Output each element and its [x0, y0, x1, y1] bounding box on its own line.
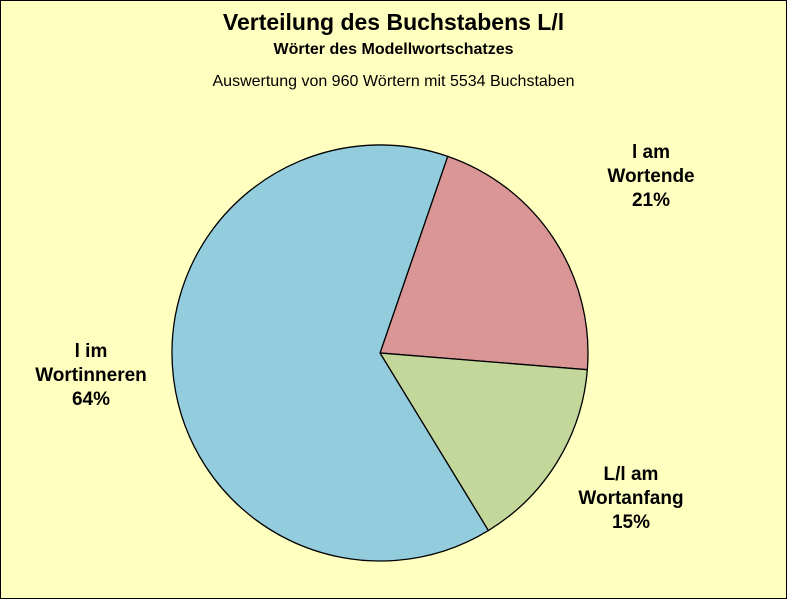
chart-title: Verteilung des Buchstabens L/l — [222, 9, 565, 35]
slice-wortende — [379, 155, 589, 371]
slice-label-line: l im — [74, 341, 108, 362]
slice-label-wortende: l am Wortende 21% — [601, 141, 701, 213]
chart-subtitle: Wörter des Modellwortschatzes — [273, 41, 514, 58]
slice-wortanfang — [378, 352, 589, 532]
slice-label-line: Wortinneren — [35, 365, 147, 386]
slice-percent: 64% — [71, 389, 111, 410]
chart-note: Auswertung von 960 Wörtern mit 5534 Buch… — [212, 73, 575, 90]
slice-label-wortanfang: L/l am Wortanfang 15% — [556, 463, 706, 535]
slice-percent: 15% — [611, 512, 651, 533]
slice-label-line: l am — [631, 142, 671, 163]
slice-percent: 21% — [631, 190, 671, 211]
slice-wortinneren — [171, 144, 490, 562]
slice-label-line: L/l am — [603, 464, 659, 485]
slice-label-line: Wortanfang — [578, 488, 684, 509]
slice-label-wortinneren: l im Wortinneren 64% — [16, 340, 166, 412]
slice-label-line: Wortende — [607, 166, 695, 187]
